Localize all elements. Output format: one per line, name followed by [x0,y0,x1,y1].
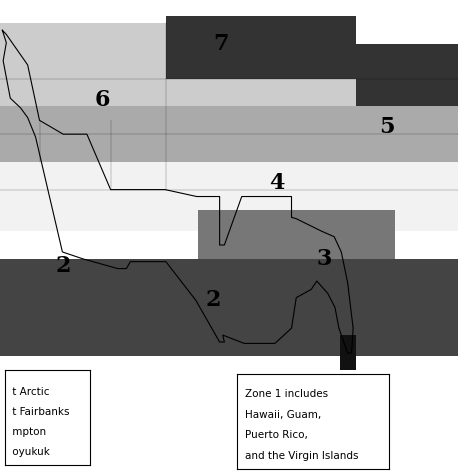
Text: 5: 5 [379,116,395,138]
Text: t Fairbanks: t Fairbanks [9,407,70,417]
Polygon shape [0,107,458,190]
Text: Puerto Rico,: Puerto Rico, [245,430,308,440]
Polygon shape [198,210,395,273]
Text: 3: 3 [316,248,332,270]
Text: 6: 6 [95,89,110,110]
Polygon shape [0,259,458,356]
Text: 2: 2 [206,290,221,311]
Text: 2: 2 [55,255,71,277]
Text: 4: 4 [269,172,284,194]
Text: and the Virgin Islands: and the Virgin Islands [245,451,358,461]
Polygon shape [166,79,356,134]
Text: Zone 1 includes: Zone 1 includes [245,389,328,399]
Text: t Arctic: t Arctic [9,387,49,397]
Polygon shape [166,17,356,79]
Text: Hawaii, Guam,: Hawaii, Guam, [245,410,321,419]
Polygon shape [356,44,458,107]
Text: oyukuk: oyukuk [9,447,50,456]
Polygon shape [340,335,356,370]
Text: mpton: mpton [9,427,46,437]
Polygon shape [0,162,458,231]
Text: 7: 7 [213,33,229,55]
Polygon shape [0,23,166,120]
